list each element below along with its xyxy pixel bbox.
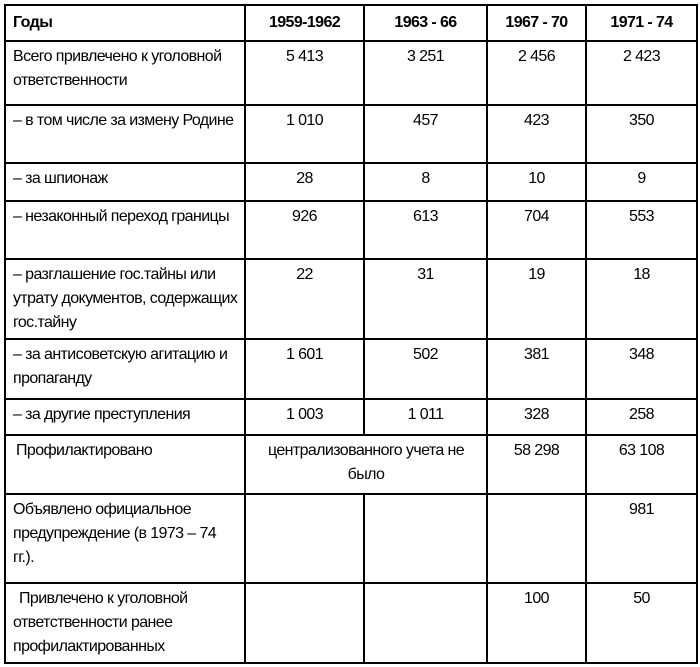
table-row: – разглашение гос.тайны или утрату докум… (4, 258, 698, 340)
row-label: – за шпионаж (4, 162, 246, 202)
cell: 258 (585, 398, 698, 436)
row-label: Привлечено к уголовной ответственности р… (4, 582, 246, 664)
row-label: Всего привлечено к уголовной ответственн… (4, 40, 246, 106)
cell: 28 (244, 162, 365, 202)
header-cell: 1959-1962 (244, 4, 365, 42)
cell (486, 493, 587, 584)
cell: 10 (486, 162, 587, 202)
cell: 58 298 (486, 434, 587, 495)
cell: 1 010 (244, 104, 365, 164)
cell (244, 582, 365, 664)
cell (363, 493, 488, 584)
cell: 981 (585, 493, 698, 584)
cell: 423 (486, 104, 587, 164)
cell: 18 (585, 258, 698, 340)
row-label: – за другие преступления (4, 398, 246, 436)
table-header-row: Годы 1959-1962 1963 - 66 1967 - 70 1971 … (4, 4, 698, 42)
cell: 22 (244, 258, 365, 340)
table-row: – за антисоветскую агитацию и пропаганду… (4, 338, 698, 400)
cell: 9 (585, 162, 698, 202)
cell: 100 (486, 582, 587, 664)
cell (244, 493, 365, 584)
table-row: – в том числе за измену Родине 1 010 457… (4, 104, 698, 164)
row-label-text: Профилактировано (16, 442, 153, 459)
header-cell: 1967 - 70 (486, 4, 587, 42)
cell: 50 (585, 582, 698, 664)
cell: 5 413 (244, 40, 365, 106)
cell: 350 (585, 104, 698, 164)
cell: 553 (585, 200, 698, 260)
cell: 1 003 (244, 398, 365, 436)
cell: 348 (585, 338, 698, 400)
cell: 19 (486, 258, 587, 340)
row-label: Профилактировано (4, 434, 246, 495)
cell: 328 (486, 398, 587, 436)
cell: 3 251 (363, 40, 488, 106)
table-row: – незаконный переход границы 926 613 704… (4, 200, 698, 260)
cell: 457 (363, 104, 488, 164)
cell: 1 601 (244, 338, 365, 400)
row-label: – разглашение гос.тайны или утрату докум… (4, 258, 246, 340)
cell: 613 (363, 200, 488, 260)
cell: 381 (486, 338, 587, 400)
table-row: Объявлено официальное предупреждение (в … (4, 493, 698, 584)
row-label: – незаконный переход границы (4, 200, 246, 260)
cell: 8 (363, 162, 488, 202)
cell: 1 011 (363, 398, 488, 436)
cell: 926 (244, 200, 365, 260)
cell: 63 108 (585, 434, 698, 495)
cell (363, 582, 488, 664)
table-row: Профилактировано централизованного учета… (4, 434, 698, 495)
merged-note-cell: централизованного учета не было (244, 434, 488, 495)
row-label: – в том числе за измену Родине (4, 104, 246, 164)
row-label: – за антисоветскую агитацию и пропаганду (4, 338, 246, 400)
row-label-text: Привлечено к уголовной ответственности р… (13, 590, 188, 655)
table-row: – за шпионаж 28 8 10 9 (4, 162, 698, 202)
cell: 2 423 (585, 40, 698, 106)
table-row: – за другие преступления 1 003 1 011 328… (4, 398, 698, 436)
header-cell: 1971 - 74 (585, 4, 698, 42)
header-cell: 1963 - 66 (363, 4, 488, 42)
cell: 704 (486, 200, 587, 260)
table-row: Всего привлечено к уголовной ответственн… (4, 40, 698, 106)
row-label: Объявлено официальное предупреждение (в … (4, 493, 246, 584)
table-row: Привлечено к уголовной ответственности р… (4, 582, 698, 664)
header-cell: Годы (4, 4, 246, 42)
cell: 2 456 (486, 40, 587, 106)
cell: 502 (363, 338, 488, 400)
statistics-table: Годы 1959-1962 1963 - 66 1967 - 70 1971 … (4, 4, 698, 664)
cell: 31 (363, 258, 488, 340)
